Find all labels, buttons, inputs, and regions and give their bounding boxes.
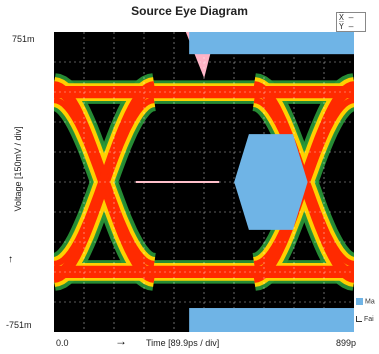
legend-mask-label: Ma xyxy=(365,298,375,306)
eye-diagram-plot[interactable] xyxy=(54,32,354,332)
x-max-label: 899p xyxy=(336,338,357,348)
cursor-readout-box[interactable]: X̅ — Y̅ — xyxy=(336,12,366,32)
center-eye-mask xyxy=(234,134,308,230)
legend-fail-label: Fai xyxy=(364,316,374,323)
y-min-label: -751m xyxy=(6,320,32,330)
chart-title: Source Eye Diagram xyxy=(131,4,248,18)
top-mask xyxy=(189,32,354,55)
eye-rising-trace xyxy=(54,81,155,267)
y-axis-label: Voltage [150mV / div] xyxy=(13,126,23,212)
right-arrow-icon: → xyxy=(115,334,127,348)
up-arrow-icon: ↑ xyxy=(8,254,13,265)
cursor-readout-y: Y̅ — xyxy=(339,22,354,31)
legend-fail-swatch xyxy=(356,316,362,323)
x-min-label: 0.0 xyxy=(56,338,69,348)
legend-mask-swatch xyxy=(356,298,363,305)
x-axis-label: Time [89.9ps / div] xyxy=(146,338,220,348)
cursor-readout-x: X̅ — xyxy=(339,13,354,22)
legend-item-mask: Ma xyxy=(356,298,375,305)
bottom-mask xyxy=(189,308,354,332)
y-max-label: 751m xyxy=(12,34,35,44)
legend-item-fail: Fai xyxy=(356,316,374,323)
